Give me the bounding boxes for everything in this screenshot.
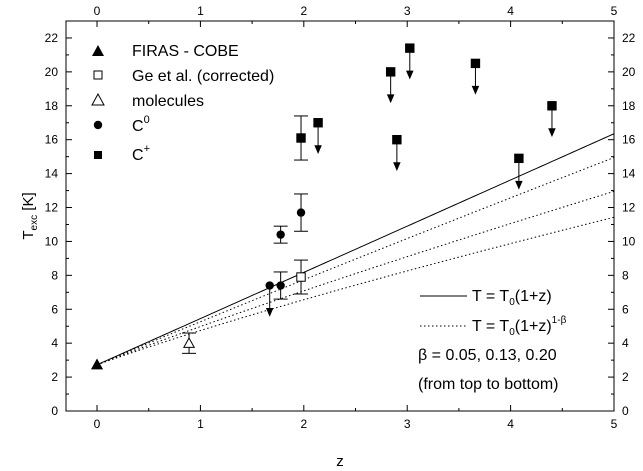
right-tick-label: 6 — [622, 302, 629, 316]
upper-limit-arrowhead — [548, 128, 556, 138]
top-tick-label: 4 — [507, 4, 514, 18]
data-point-s4-p1 — [313, 118, 323, 128]
data-points — [90, 43, 557, 370]
right-tick-label: 0 — [622, 404, 629, 418]
y-tick-label: 16 — [45, 133, 59, 147]
legend-marker-ge — [93, 70, 103, 80]
right-tick-label: 10 — [622, 234, 636, 248]
right-tick-label: 2 — [622, 370, 629, 384]
legend-marker-cplus — [94, 151, 102, 159]
y-tick-label: 10 — [45, 234, 59, 248]
upper-limit-arrowhead — [406, 70, 414, 80]
data-point-s4-p6 — [514, 153, 524, 164]
legend-label-ge: Ge et al. (corrected) — [132, 68, 274, 85]
upper-limit-arrowhead — [471, 85, 480, 95]
top-tick-label: 5 — [611, 4, 618, 18]
model-curves — [96, 133, 615, 366]
data-point-s3-p1 — [296, 208, 306, 217]
right-tick-label: 4 — [622, 336, 629, 350]
top-tick-label: 0 — [94, 4, 101, 18]
data-point-s4-p3 — [392, 134, 402, 145]
top-tick-label: 2 — [300, 4, 307, 18]
legend-marker-firas — [92, 45, 104, 56]
right-tick-label: 22 — [622, 31, 636, 45]
legend-label-solid: T = T0(1+z) — [472, 288, 552, 308]
y-tick-label: 22 — [45, 31, 59, 45]
x-tick-label: 5 — [611, 417, 618, 431]
x-tick-label: 1 — [197, 417, 204, 431]
y-tick-label: 0 — [51, 404, 58, 418]
legend-marker-molecules — [91, 92, 105, 106]
data-point-s3-p0 — [276, 230, 285, 239]
legend-label-firas: FIRAS - COBE — [132, 43, 239, 60]
x-tick-label: 2 — [300, 417, 307, 431]
legend-label-c0: C0 — [132, 114, 150, 135]
right-tick-label: 8 — [622, 268, 629, 282]
y-tick-label: 2 — [51, 370, 58, 384]
y-axis-label: Texc [K] — [20, 192, 40, 239]
data-point-s4-p0 — [296, 133, 306, 143]
upper-limit-arrowhead — [314, 145, 322, 155]
x-axis-label: z — [336, 453, 344, 470]
x-tick-label: 0 — [94, 417, 101, 431]
y-tick-label: 18 — [45, 99, 59, 113]
right-tick-label: 12 — [622, 201, 636, 215]
legend-beta-values: β = 0.05, 0.13, 0.20 — [418, 347, 557, 364]
right-tick-label: 14 — [622, 167, 636, 181]
legend-label-dotted: T = T0(1+z)1-β — [472, 315, 567, 338]
upper-limit-arrowhead — [386, 94, 395, 104]
axis-ticks — [66, 21, 615, 412]
tick-labels: 0 1 2 3 4 50 1 2 3 4 50246810121416182022024681012… — [45, 4, 636, 431]
legend-label-molecules: molecules — [132, 93, 204, 110]
data-point-s4-p2 — [385, 67, 396, 77]
legend-models: T = T0(1+z) T = T0(1+z)1-β β = 0.05, 0.1… — [418, 288, 567, 393]
y-tick-label: 4 — [51, 336, 58, 350]
y-tick-label: 8 — [51, 268, 58, 282]
legend-order-note: (from top to bottom) — [418, 376, 559, 393]
legend-label-cplus: C+ — [132, 143, 150, 164]
data-point-s3-p2 — [276, 281, 285, 290]
data-point-s4-p7 — [547, 101, 557, 111]
data-point-s2-p0 — [182, 336, 196, 348]
upper-limit-arrowhead — [265, 308, 274, 317]
data-point-s3-p3 — [265, 281, 274, 290]
right-tick-label: 18 — [622, 99, 636, 113]
x-tick-label: 3 — [404, 417, 411, 431]
right-tick-label: 16 — [622, 133, 636, 147]
upper-limit-arrowhead — [515, 180, 523, 190]
data-point-s4-p4 — [405, 43, 415, 53]
legend-marker-c0 — [93, 120, 103, 130]
top-tick-label: 3 — [404, 4, 411, 18]
model-curve-dotted-2 — [96, 216, 615, 366]
top-tick-label: 1 — [197, 4, 204, 18]
y-tick-label: 14 — [45, 167, 59, 181]
x-tick-label: 4 — [507, 417, 514, 431]
data-point-s0-p0 — [90, 358, 104, 370]
model-curve-dotted-1 — [96, 190, 615, 366]
plot-frame — [65, 20, 615, 412]
data-point-s1-p0 — [296, 272, 306, 282]
y-tick-label: 20 — [45, 65, 59, 79]
y-tick-label: 12 — [45, 201, 59, 215]
legend-markers: FIRAS - COBE Ge et al. (corrected) molec… — [91, 43, 274, 164]
model-curve-dotted-0 — [96, 157, 615, 366]
upper-limit-arrowhead — [393, 162, 401, 171]
right-tick-label: 20 — [622, 65, 636, 79]
data-point-s4-p5 — [470, 58, 481, 69]
y-tick-label: 6 — [51, 302, 58, 316]
model-curve-solid — [96, 133, 615, 366]
